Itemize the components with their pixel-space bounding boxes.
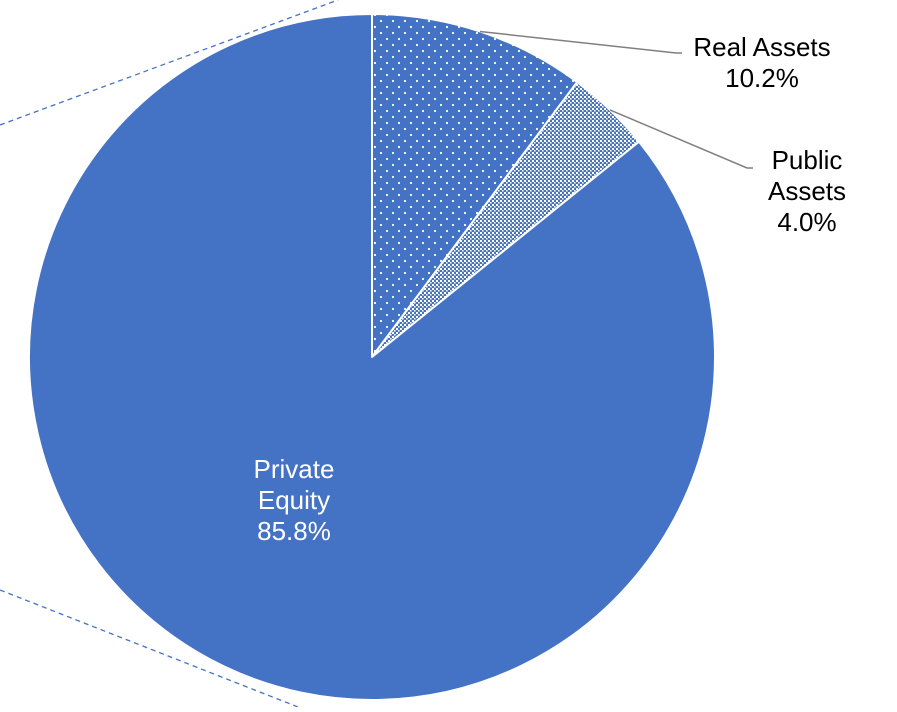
value-label-public-assets: 4.0%	[777, 207, 836, 237]
slice-labels: Real Assets 10.2% Public Assets 4.0% Private E…	[254, 32, 846, 546]
connector-public-assets	[609, 109, 753, 169]
guide-lines	[0, 0, 339, 708]
value-label-private-equity: 85.8%	[257, 516, 331, 546]
pie-slices	[27, 13, 716, 701]
pie-slice-private-equity	[27, 13, 716, 701]
data-label-public-assets: Public Assets 4.0%	[768, 145, 846, 237]
label-connectors	[479, 30, 753, 169]
category-label-public-assets: Assets	[768, 176, 846, 206]
value-label-real-assets: 10.2%	[725, 63, 799, 93]
guide-line-top	[0, 0, 339, 126]
category-label-public-assets: Public	[772, 145, 843, 175]
category-label-private-equity: Private	[254, 454, 335, 484]
category-label-real-assets: Real Assets	[693, 32, 830, 62]
connector-real-assets	[479, 30, 682, 54]
data-label-real-assets: Real Assets 10.2%	[693, 32, 830, 93]
data-label-private-equity: Private Equity 85.8%	[254, 454, 335, 546]
category-label-private-equity: Equity	[258, 485, 330, 515]
